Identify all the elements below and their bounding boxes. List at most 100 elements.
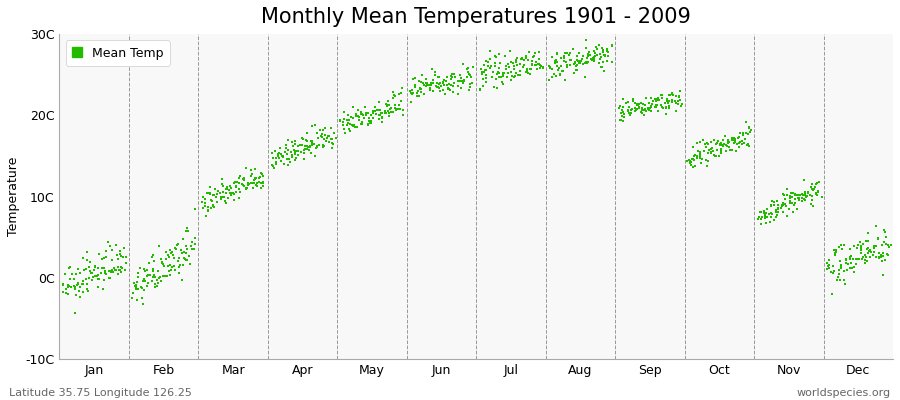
Point <box>248 175 263 181</box>
Point <box>655 92 670 98</box>
Point <box>128 282 142 289</box>
Point <box>832 244 847 251</box>
Point <box>648 95 662 102</box>
Point <box>274 153 289 160</box>
Point <box>871 235 886 242</box>
Point <box>392 102 407 108</box>
Point <box>847 243 861 250</box>
Point <box>358 104 373 110</box>
Point <box>694 160 708 167</box>
Point <box>788 191 802 197</box>
Point <box>758 215 772 221</box>
Point <box>488 62 502 69</box>
Point <box>240 185 255 192</box>
Point <box>109 242 123 248</box>
Point <box>558 50 572 56</box>
Point <box>106 264 121 271</box>
Point <box>797 196 812 203</box>
Point <box>644 104 658 110</box>
Point <box>433 80 447 87</box>
Point <box>645 98 660 105</box>
Point <box>569 63 583 69</box>
Point <box>101 239 115 245</box>
Point <box>702 147 716 153</box>
Point <box>414 89 428 96</box>
Point <box>491 70 506 76</box>
Point <box>726 136 741 143</box>
Point <box>64 284 78 290</box>
Point <box>775 203 789 210</box>
Point <box>721 137 735 143</box>
Point <box>288 151 302 157</box>
Point <box>104 256 119 263</box>
Point <box>736 130 751 137</box>
Point <box>414 72 428 78</box>
Point <box>722 144 736 150</box>
Point <box>299 137 313 144</box>
Point <box>721 137 735 144</box>
Point <box>378 108 392 115</box>
Point <box>770 212 785 218</box>
Point <box>352 117 366 124</box>
Point <box>345 122 359 128</box>
Point <box>605 42 619 48</box>
Point <box>167 255 182 262</box>
Point <box>167 262 182 269</box>
Point <box>767 202 781 208</box>
Point <box>387 93 401 99</box>
Point <box>620 98 634 105</box>
Point <box>598 52 612 58</box>
Point <box>217 194 231 200</box>
Point <box>515 56 529 62</box>
Point <box>872 254 886 261</box>
Point <box>97 255 112 261</box>
Point <box>587 57 601 64</box>
Point <box>315 134 329 140</box>
Point <box>463 81 477 88</box>
Point <box>454 75 469 81</box>
Point <box>518 54 533 61</box>
Point <box>244 180 258 186</box>
Point <box>111 270 125 277</box>
Point <box>79 286 94 293</box>
Point <box>714 150 728 156</box>
Point <box>482 48 497 54</box>
Point <box>806 187 820 194</box>
Point <box>342 116 356 123</box>
Point <box>709 140 724 147</box>
Point <box>622 110 636 116</box>
Point <box>575 55 590 62</box>
Point <box>830 276 844 283</box>
Point <box>742 129 757 135</box>
Point <box>104 267 119 274</box>
Point <box>112 251 127 257</box>
Point <box>231 194 246 201</box>
Point <box>839 256 853 262</box>
Point <box>201 190 215 196</box>
Point <box>355 121 369 127</box>
Point <box>824 269 839 275</box>
Point <box>350 113 365 120</box>
Point <box>498 53 512 60</box>
Point <box>801 190 815 197</box>
Point <box>837 241 851 248</box>
Point <box>68 292 83 299</box>
Point <box>797 188 812 195</box>
Point <box>136 278 150 284</box>
Point <box>403 88 418 94</box>
Point <box>791 194 806 201</box>
Point <box>514 56 528 62</box>
Point <box>635 107 650 113</box>
Point <box>227 190 241 197</box>
Point <box>831 273 845 280</box>
Point <box>488 53 502 59</box>
Point <box>858 256 872 263</box>
Point <box>624 110 638 117</box>
Point <box>644 103 659 110</box>
Point <box>137 266 151 272</box>
Point <box>58 271 72 277</box>
Point <box>709 140 724 146</box>
Point <box>227 197 241 204</box>
Point <box>867 245 881 252</box>
Point <box>822 262 836 269</box>
